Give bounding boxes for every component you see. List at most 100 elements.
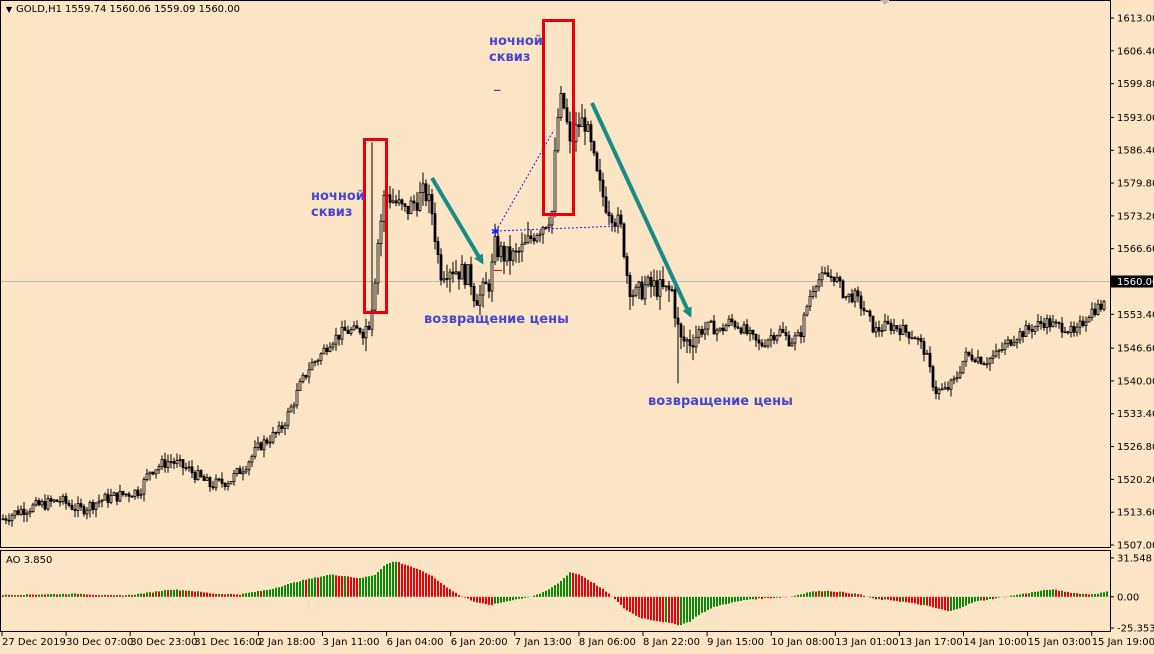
candle-body	[355, 325, 359, 329]
candle-body	[394, 200, 398, 204]
candle	[94, 502, 98, 518]
candle	[358, 327, 362, 335]
candle-body	[994, 350, 998, 357]
candle-body	[505, 246, 509, 262]
candle-body	[550, 211, 554, 226]
candle-body	[523, 242, 527, 245]
candle-body	[604, 196, 608, 213]
candle	[553, 137, 557, 218]
candle	[880, 324, 884, 337]
candle-body	[310, 362, 314, 371]
candle-body	[34, 500, 38, 506]
candle-body	[247, 461, 251, 471]
candle	[985, 357, 989, 369]
candle-body	[199, 470, 203, 477]
price-tick-label: 1573.20	[1117, 211, 1154, 222]
candle-body	[700, 329, 704, 335]
candle	[295, 383, 299, 409]
candle	[82, 504, 86, 517]
candle	[991, 350, 995, 364]
candle	[403, 202, 407, 212]
candle-body	[22, 508, 26, 515]
price-tick-label: 1586.40	[1117, 146, 1154, 157]
candle-body	[28, 511, 32, 514]
candle	[280, 421, 284, 434]
candle-body	[436, 241, 440, 256]
candle	[274, 431, 278, 439]
candle-body	[913, 337, 917, 340]
candle-body	[628, 275, 632, 298]
candle	[406, 205, 410, 221]
time-tick-label: 27 Dec 2019	[2, 637, 66, 648]
candle	[454, 259, 458, 276]
candle	[139, 488, 143, 499]
candle-body	[184, 467, 188, 470]
candle-body	[664, 285, 668, 288]
candle-body	[160, 459, 164, 468]
candle-body	[67, 502, 71, 506]
candle-body	[715, 329, 719, 335]
candle-body	[562, 93, 566, 109]
candle	[1021, 330, 1025, 343]
candle-body	[214, 478, 218, 489]
candle	[502, 241, 506, 275]
candle-body	[814, 286, 818, 292]
candle-body	[73, 508, 77, 511]
candle	[157, 463, 161, 474]
candle	[1000, 342, 1004, 353]
candle	[85, 507, 89, 520]
candle	[529, 229, 533, 244]
candle-body	[835, 276, 839, 283]
candle-body	[787, 335, 791, 347]
candle-body	[898, 328, 902, 335]
candle-body	[151, 471, 155, 475]
candle-body	[409, 200, 413, 215]
candle	[949, 378, 953, 397]
candle-body	[613, 222, 617, 227]
candle-body	[1003, 343, 1007, 350]
candle	[277, 421, 281, 436]
candle-body	[163, 459, 167, 468]
candle-body	[109, 495, 113, 503]
candle-body	[967, 351, 971, 356]
candle-body	[478, 294, 482, 306]
candle	[376, 239, 380, 295]
candle	[799, 325, 803, 344]
candle-body	[421, 183, 425, 193]
candle	[205, 473, 209, 481]
candle	[964, 347, 968, 367]
candle	[76, 496, 80, 518]
candle	[748, 326, 752, 342]
candle	[1072, 321, 1076, 337]
candle	[631, 289, 635, 306]
candle-body	[217, 478, 221, 481]
chart-menu-triangle-icon[interactable]: ▼	[6, 5, 13, 14]
candle-body	[232, 473, 236, 482]
candle	[781, 322, 785, 334]
candle-body	[544, 226, 548, 229]
candle	[838, 275, 842, 288]
candle-body	[361, 331, 365, 339]
candle	[331, 341, 335, 351]
candle-body	[634, 286, 638, 296]
candle-body	[799, 332, 803, 337]
candle-body	[1078, 320, 1082, 328]
candle	[508, 235, 512, 275]
candle	[79, 498, 83, 512]
candle	[268, 435, 272, 448]
candle	[703, 321, 707, 340]
candle-body	[43, 501, 47, 510]
candle	[247, 460, 251, 476]
candle-body	[82, 506, 86, 515]
candle	[685, 337, 689, 353]
candle	[250, 454, 254, 467]
time-tick-label: 3 Jan 11:00	[323, 637, 380, 648]
candle-body	[1096, 303, 1100, 315]
time-tick-label: 8 Jan 22:00	[643, 637, 700, 648]
candle-body	[1057, 322, 1061, 325]
chart-shift-marker-icon[interactable]	[880, 0, 890, 5]
candle-body	[70, 504, 74, 510]
candle	[421, 172, 425, 206]
candle	[835, 272, 839, 284]
